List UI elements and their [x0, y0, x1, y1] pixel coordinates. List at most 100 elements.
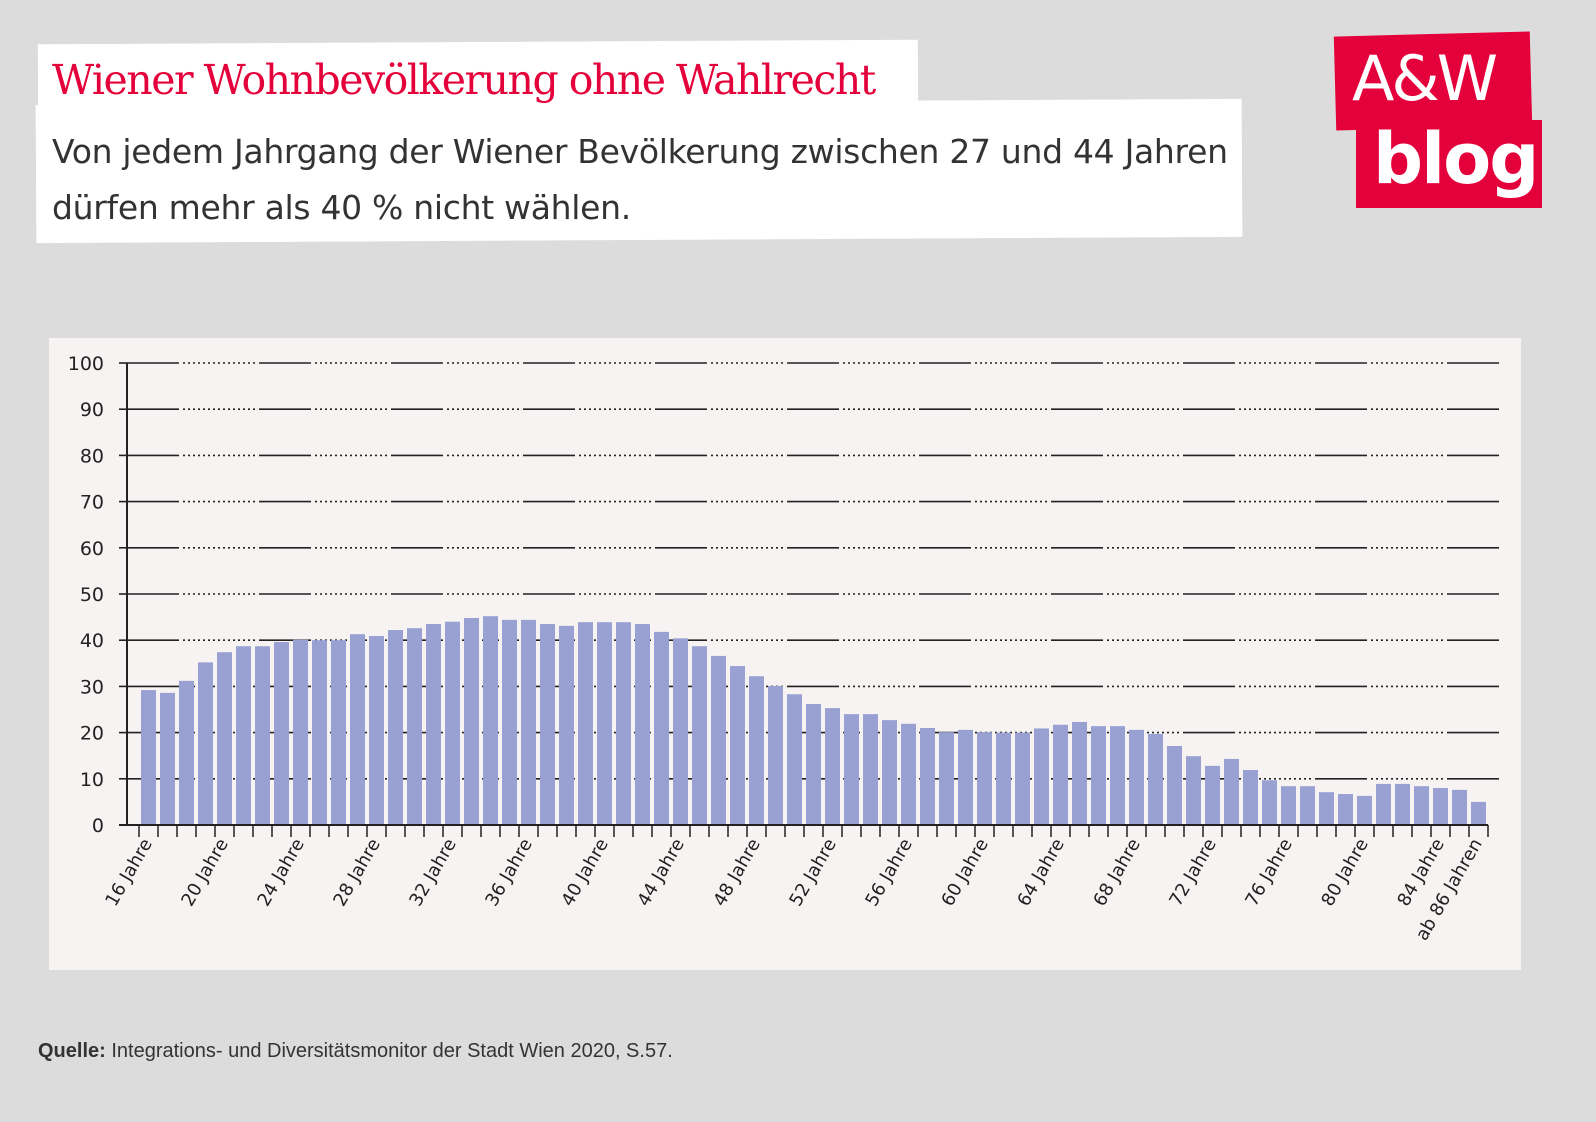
x-tick-label: 52 Jahre — [785, 835, 840, 910]
bar — [1186, 756, 1201, 825]
bar — [388, 630, 403, 825]
bar — [939, 732, 954, 825]
x-tick-label: 20 Jahre — [177, 835, 232, 910]
bar — [882, 720, 897, 825]
bar — [331, 640, 346, 825]
y-tick-label: 40 — [80, 630, 104, 652]
y-tick-label: 50 — [80, 584, 104, 606]
bar — [1471, 801, 1486, 825]
bar — [1300, 786, 1315, 825]
bar — [1224, 758, 1239, 825]
bar — [217, 652, 232, 825]
bar — [635, 624, 650, 825]
x-tick-label: 64 Jahre — [1013, 835, 1068, 910]
bar — [179, 680, 194, 825]
bar — [977, 732, 992, 825]
bar — [1281, 786, 1296, 825]
x-tick-label: 76 Jahre — [1241, 835, 1296, 910]
x-tick-label: 44 Jahre — [633, 835, 688, 910]
bar — [312, 640, 327, 825]
bar — [198, 662, 213, 825]
bar — [673, 638, 688, 825]
chart-title: Wiener Wohnbevölkerung ohne Wahlrecht — [52, 56, 876, 104]
x-tick-label: 28 Jahre — [329, 835, 384, 910]
y-tick-label: 20 — [80, 723, 104, 745]
bar — [502, 619, 517, 825]
bar — [806, 703, 821, 825]
bar — [1034, 728, 1049, 825]
x-tick-label: 32 Jahre — [405, 835, 460, 910]
bar — [1262, 780, 1277, 825]
bar — [1148, 733, 1163, 825]
bar — [768, 685, 783, 825]
bar — [1319, 792, 1334, 825]
logo-aw: A&W — [1352, 42, 1498, 115]
bar — [1452, 789, 1467, 825]
bar — [236, 646, 251, 825]
bar — [1205, 765, 1220, 825]
bar — [1395, 783, 1410, 825]
bar — [274, 642, 289, 825]
y-tick-label: 60 — [80, 538, 104, 560]
bar — [730, 666, 745, 825]
bar — [1433, 788, 1448, 825]
bar — [350, 634, 365, 825]
bar — [825, 708, 840, 825]
bar — [445, 621, 460, 825]
x-tick-label: 36 Jahre — [481, 835, 536, 910]
bar — [1110, 726, 1125, 825]
bar — [1338, 794, 1353, 825]
y-tick-label: 10 — [80, 769, 104, 791]
logo-blog: blog — [1373, 118, 1539, 200]
chart-subtitle: Von jedem Jahrgang der Wiener Bevölkerun… — [52, 132, 1228, 227]
x-tick-label: 68 Jahre — [1089, 835, 1144, 910]
bar — [426, 624, 441, 825]
y-tick-label: 30 — [80, 676, 104, 698]
bar — [1376, 783, 1391, 825]
source-note: Quelle: Integrations- und Diversitätsmon… — [38, 1040, 673, 1063]
bar — [692, 646, 707, 825]
bar — [1129, 729, 1144, 825]
x-tick-label: 40 Jahre — [557, 835, 612, 910]
logo-background-2 — [1356, 120, 1542, 208]
bar — [1357, 795, 1372, 825]
x-tick-label: 60 Jahre — [937, 835, 992, 910]
bar — [901, 723, 916, 825]
bar — [407, 628, 422, 825]
source-label: Quelle: — [38, 1040, 106, 1062]
bar — [597, 622, 612, 825]
bar — [711, 655, 726, 825]
bar — [996, 732, 1011, 825]
y-tick-label: 70 — [80, 492, 104, 514]
bar — [521, 619, 536, 825]
bar — [1091, 726, 1106, 825]
bar — [540, 624, 555, 825]
bar — [920, 727, 935, 825]
bar — [464, 618, 479, 825]
bar — [844, 714, 859, 825]
bar — [141, 690, 156, 825]
y-tick-label: 100 — [68, 353, 104, 375]
bar — [1015, 732, 1030, 825]
y-tick-label: 90 — [80, 399, 104, 421]
x-tick-label: 80 Jahre — [1317, 835, 1372, 910]
bar — [863, 714, 878, 825]
bar — [483, 616, 498, 825]
bar — [160, 692, 175, 825]
x-tick-label: 48 Jahre — [709, 835, 764, 910]
bar — [1053, 724, 1068, 825]
bar — [749, 676, 764, 825]
source-text: Integrations- und Diversitätsmonitor der… — [105, 1040, 673, 1062]
bar — [1243, 770, 1258, 825]
bar — [578, 622, 593, 825]
x-tick-label: 16 Jahre — [101, 835, 156, 910]
x-tick-label: 72 Jahre — [1165, 835, 1220, 910]
bar — [1167, 745, 1182, 825]
bar — [293, 639, 308, 825]
x-tick-label: 24 Jahre — [253, 835, 308, 910]
y-tick-label: 80 — [80, 445, 104, 467]
bar — [559, 625, 574, 825]
y-tick-label: 0 — [92, 815, 104, 837]
x-tick-label: 56 Jahre — [861, 835, 916, 910]
